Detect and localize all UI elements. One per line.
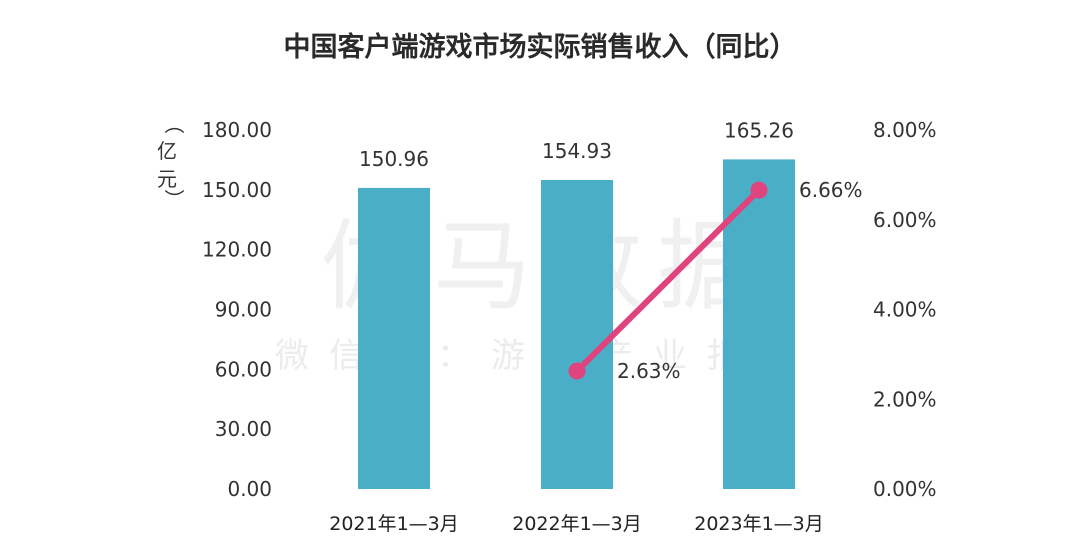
left-y-tick-label: 180.00 bbox=[202, 118, 272, 142]
bar-value-label: 154.93 bbox=[542, 139, 612, 163]
left-y-axis: 0.00 30.00 60.00 90.00 120.00 150.00 180.00 bbox=[202, 118, 272, 501]
y-axis-unit-label: （ 亿元） bbox=[157, 114, 186, 209]
right-y-axis: 0.00% 2.00% 4.00% 6.00% 8.00% bbox=[873, 118, 937, 501]
right-y-tick-label: 4.00% bbox=[873, 298, 937, 322]
chart-title: 中国客户端游戏市场实际销售收入（同比） bbox=[284, 31, 797, 63]
line-series: 2.63% 6.66% bbox=[568, 178, 863, 383]
line-point bbox=[568, 362, 586, 380]
right-y-tick-label: 8.00% bbox=[873, 118, 937, 142]
y-unit-char: ） bbox=[162, 189, 186, 209]
left-y-tick-label: 60.00 bbox=[215, 357, 272, 381]
left-y-tick-label: 0.00 bbox=[227, 477, 272, 501]
right-y-tick-label: 0.00% bbox=[873, 477, 937, 501]
bar bbox=[723, 159, 795, 489]
y-unit-char: 元 bbox=[157, 167, 177, 191]
line-value-label: 6.66% bbox=[799, 178, 863, 202]
right-y-tick-label: 6.00% bbox=[873, 208, 937, 232]
bar bbox=[358, 187, 430, 489]
x-axis: 2021年1—3月 2022年1—3月 2023年1—3月 bbox=[329, 513, 824, 535]
y-unit-char: （ bbox=[162, 114, 186, 134]
x-tick-label: 2021年1—3月 bbox=[329, 513, 459, 535]
y-unit-char: 亿 bbox=[157, 139, 177, 163]
bar-series: 150.96 154.93 165.26 bbox=[358, 118, 795, 489]
bar bbox=[541, 180, 613, 489]
bar-value-label: 150.96 bbox=[359, 147, 429, 171]
right-y-tick-label: 2.00% bbox=[873, 387, 937, 411]
line-point bbox=[750, 181, 768, 199]
bar-value-label: 165.26 bbox=[724, 118, 794, 142]
x-tick-label: 2022年1—3月 bbox=[512, 513, 642, 535]
left-y-tick-label: 30.00 bbox=[215, 417, 272, 441]
left-y-tick-label: 120.00 bbox=[202, 238, 272, 262]
x-tick-label: 2023年1—3月 bbox=[694, 513, 824, 535]
left-y-tick-label: 150.00 bbox=[202, 178, 272, 202]
line-value-label: 2.63% bbox=[617, 359, 681, 383]
left-y-tick-label: 90.00 bbox=[215, 298, 272, 322]
line-path bbox=[574, 187, 762, 374]
